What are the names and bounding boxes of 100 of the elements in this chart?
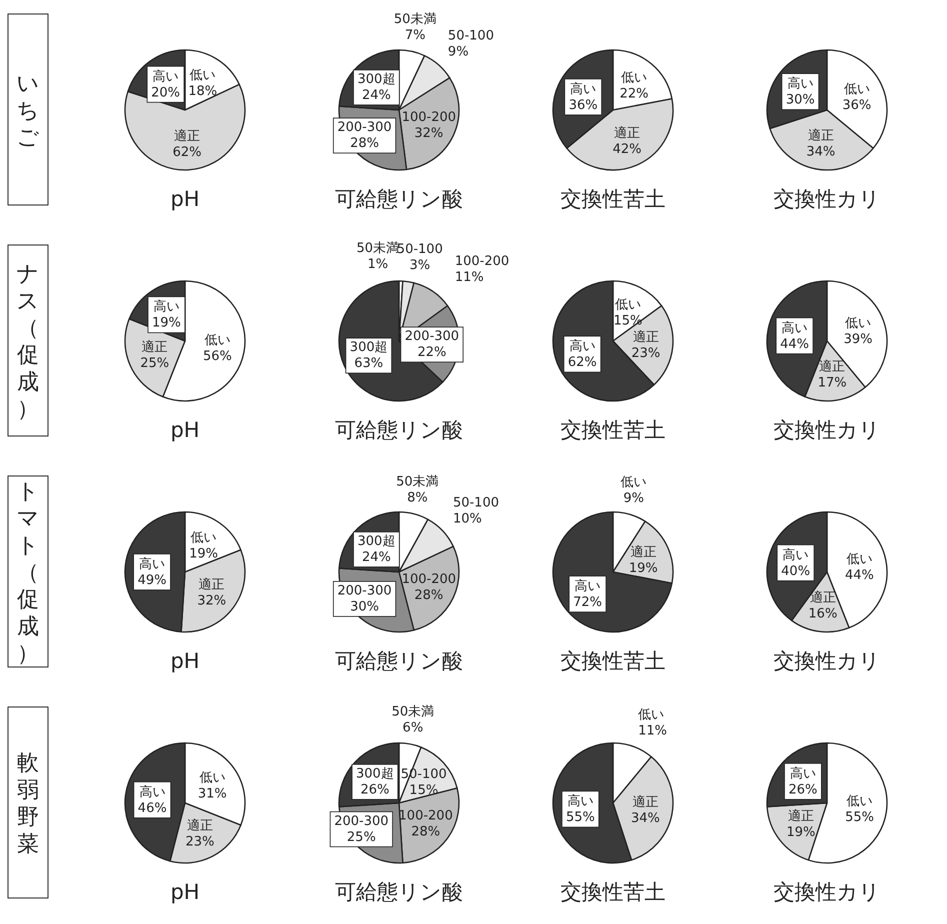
slice-label: 適正 <box>810 590 836 606</box>
data-label: 26% <box>788 782 818 798</box>
text: pH <box>170 649 200 673</box>
data-label: 19% <box>628 560 658 576</box>
data-label: 32% <box>414 126 444 142</box>
data-label: 46% <box>138 800 167 816</box>
text: 交換性苦土 <box>560 418 666 442</box>
slice-label: 200-300 <box>337 583 392 598</box>
data-label: 55% <box>845 810 874 826</box>
data-label: 15% <box>614 314 642 329</box>
data-label: 25% <box>346 830 376 845</box>
text: 交換性カリ <box>774 187 880 211</box>
text: 交換性苦土 <box>560 880 666 904</box>
slice-label: 低い <box>204 333 230 348</box>
slice-label: 50未満 <box>394 12 436 27</box>
data-label: 11% <box>638 723 667 738</box>
data-label: 10% <box>452 511 482 526</box>
data-label: 28% <box>414 588 444 604</box>
slice-label: 適正 <box>614 124 640 141</box>
data-label: 24% <box>362 550 391 565</box>
data-label: 28% <box>350 136 379 152</box>
slice-label: 200-300 <box>404 329 460 344</box>
text: いちご <box>16 72 40 150</box>
data-label: 15% <box>409 783 438 798</box>
slice-label: 50未満 <box>396 474 439 490</box>
slice-label: 200-300 <box>334 814 389 829</box>
data-label: 19% <box>189 546 218 562</box>
slice-label: 100-200 <box>402 572 456 588</box>
data-label: 44% <box>780 336 810 352</box>
data-label: 56% <box>202 349 232 364</box>
slice-label: 300超 <box>350 340 388 356</box>
slice-label: 高い <box>152 68 179 84</box>
slice-label: 適正 <box>632 329 659 346</box>
data-label: 63% <box>354 356 384 372</box>
text: 可給態リン酸 <box>335 187 463 211</box>
data-label: 11% <box>454 270 484 285</box>
text: 可給態リン酸 <box>335 418 463 442</box>
slice-label: 適正 <box>819 358 846 375</box>
slice-label: 高い <box>790 765 816 782</box>
data-label: 18% <box>188 84 218 100</box>
slice-label: 低い <box>620 474 647 490</box>
slice-label: 300超 <box>357 72 396 87</box>
slice-label: 低い <box>199 770 226 786</box>
slice-label: 低い <box>844 82 870 97</box>
slice-label: 適正 <box>630 544 656 560</box>
slice-label: 高い <box>574 578 601 594</box>
data-label: 49% <box>138 572 166 588</box>
slice-label: 低い <box>190 68 216 84</box>
data-label: 26% <box>360 782 390 798</box>
slice-label: 300超 <box>357 534 396 549</box>
slice-label: 低い <box>614 298 641 313</box>
data-label: 28% <box>411 824 440 840</box>
slice-label: 適正 <box>198 576 225 592</box>
data-label: 3% <box>410 258 430 273</box>
data-label: 34% <box>806 144 836 160</box>
slice-label: 50未満 <box>356 241 400 256</box>
data-label: 40% <box>781 564 810 579</box>
text: 軟弱野菜 <box>17 751 39 857</box>
slice-label: 高い <box>782 320 808 336</box>
text: 交換性カリ <box>774 880 880 904</box>
data-label: 39% <box>844 332 872 347</box>
data-label: 19% <box>152 316 181 331</box>
slice-label: 100-200 <box>454 254 510 269</box>
slice-label: 低い <box>638 707 664 722</box>
data-label: 6% <box>402 720 424 736</box>
data-label: 22% <box>620 86 648 102</box>
slice-label: 高い <box>782 546 809 563</box>
slice-label: 低い <box>846 794 873 810</box>
text: pH <box>170 880 200 904</box>
data-label: 44% <box>844 568 874 583</box>
text: トマト（促成） <box>16 480 40 666</box>
text: 交換性カリ <box>774 649 880 673</box>
slice-label: 高い <box>153 298 180 315</box>
slice-label: 高い <box>569 338 596 354</box>
data-label: 16% <box>808 606 838 622</box>
data-label: 8% <box>407 490 428 506</box>
text: 可給態リン酸 <box>335 649 463 673</box>
data-label: 23% <box>631 346 660 362</box>
data-label: 72% <box>573 595 602 610</box>
data-label: 31% <box>198 786 227 802</box>
data-label: 9% <box>448 44 469 60</box>
data-label: 17% <box>818 376 847 391</box>
slice-label: 100-200 <box>402 110 456 126</box>
data-label: 30% <box>350 599 379 614</box>
text: 交換性苦土 <box>560 649 666 673</box>
slice-label: 適正 <box>808 127 834 144</box>
data-label: 20% <box>151 85 180 100</box>
data-label: 34% <box>630 811 660 826</box>
data-label: 62% <box>568 355 597 370</box>
data-label: 22% <box>417 345 446 360</box>
text: pH <box>170 187 200 211</box>
data-label: 62% <box>172 144 202 160</box>
data-label: 42% <box>612 142 642 157</box>
data-label: 32% <box>197 593 226 608</box>
slice-label: 200-300 <box>337 120 392 136</box>
slice-label: 低い <box>845 316 872 331</box>
data-label: 23% <box>186 834 214 850</box>
data-label: 25% <box>140 356 170 372</box>
data-label: 1% <box>367 257 388 272</box>
slice-label: 高い <box>139 784 166 800</box>
